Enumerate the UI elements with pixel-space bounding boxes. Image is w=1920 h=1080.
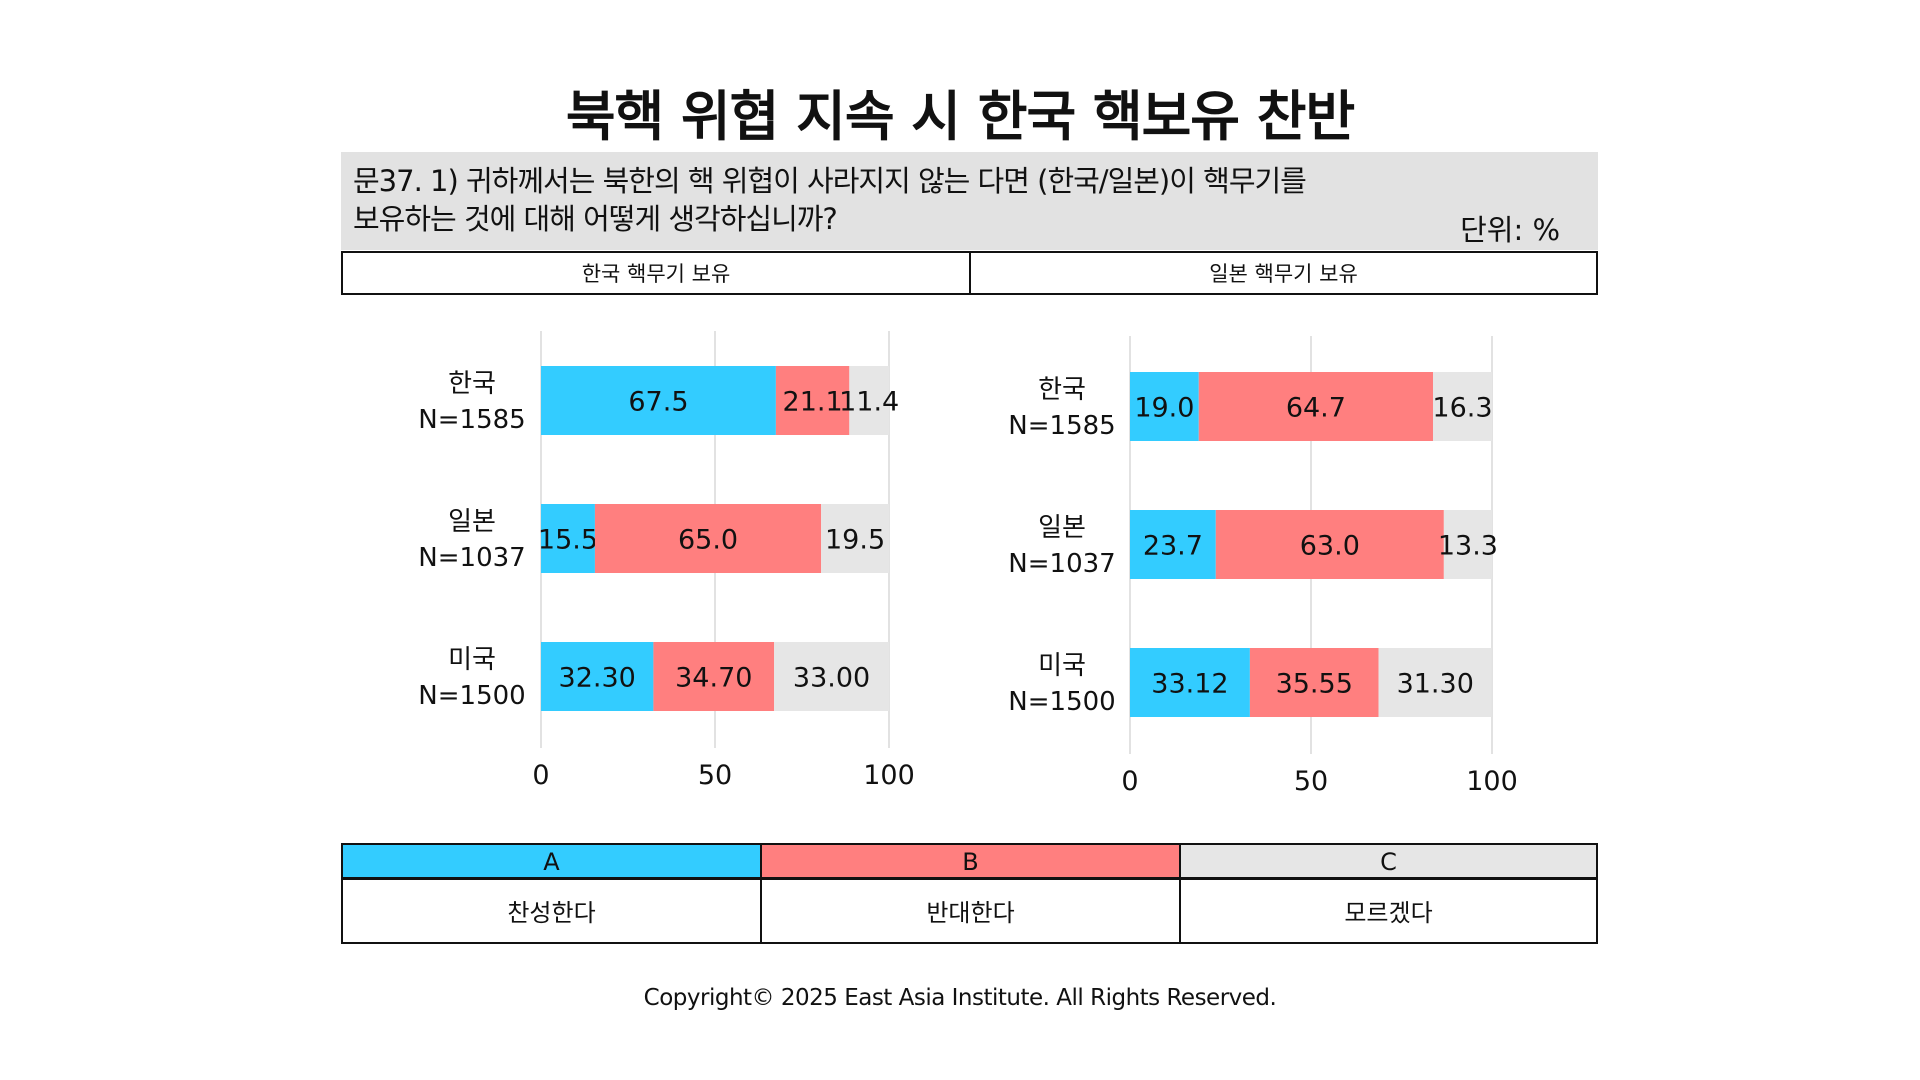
bar-korea-일본-B xyxy=(594,504,822,573)
bar-korea-일본-A xyxy=(541,504,595,573)
bar-japan-한국-A xyxy=(1130,372,1199,441)
category-label-korea-미국: 미국 xyxy=(448,645,496,675)
legend-key-b: B xyxy=(760,843,1181,880)
data-label-japan-미국-B: 35.55 xyxy=(1276,669,1353,700)
bar-korea-미국-A xyxy=(541,642,654,711)
data-label-japan-미국-A: 33.12 xyxy=(1151,669,1228,700)
data-label-japan-미국-C: 31.30 xyxy=(1397,669,1474,700)
bar-japan-미국-B xyxy=(1249,648,1379,717)
bar-japan-미국-A xyxy=(1130,648,1250,717)
category-n-japan-한국: N=1585 xyxy=(1008,411,1115,441)
tick-label-korea-100: 100 xyxy=(863,760,915,791)
bar-japan-한국-C xyxy=(1432,372,1492,441)
category-n-japan-일본: N=1037 xyxy=(1008,549,1115,579)
bar-japan-일본-A xyxy=(1130,510,1216,579)
legend-key-a-text: A xyxy=(543,847,560,876)
data-label-korea-미국-A: 32.30 xyxy=(559,663,636,694)
category-n-korea-미국: N=1500 xyxy=(418,681,525,711)
legend-label-c: 모르겠다 xyxy=(1179,877,1598,944)
unit-label: 단위: % xyxy=(1460,213,1560,247)
data-label-korea-일본-B: 65.0 xyxy=(678,525,738,556)
data-label-japan-일본-C: 13.3 xyxy=(1438,531,1498,562)
legend-key-c-text: C xyxy=(1380,847,1397,876)
data-label-korea-한국-C: 11.4 xyxy=(839,387,899,418)
data-label-japan-한국-B: 64.7 xyxy=(1286,393,1346,424)
bar-japan-한국-B xyxy=(1198,372,1433,441)
data-label-japan-한국-C: 16.3 xyxy=(1432,393,1492,424)
question-line-2: 보유하는 것에 대해 어떻게 생각하십니까? xyxy=(353,202,838,236)
bar-korea-미국-C xyxy=(774,642,889,711)
copyright-notice: Copyright© 2025 East Asia Institute. All… xyxy=(643,985,1277,1011)
data-label-korea-일본-A: 15.5 xyxy=(538,525,598,556)
bar-korea-한국-B xyxy=(775,366,850,435)
data-label-korea-한국-A: 67.5 xyxy=(628,387,688,418)
legend-key-c: C xyxy=(1179,843,1598,880)
category-label-japan-미국: 미국 xyxy=(1038,651,1086,681)
tick-label-korea-50: 50 xyxy=(698,760,732,791)
category-label-korea-일본: 일본 xyxy=(448,507,496,537)
data-label-japan-한국-A: 19.0 xyxy=(1134,393,1194,424)
data-label-japan-일본-A: 23.7 xyxy=(1143,531,1203,562)
data-label-korea-미국-B: 34.70 xyxy=(675,663,752,694)
data-label-korea-미국-C: 33.00 xyxy=(793,663,870,694)
bar-japan-일본-B xyxy=(1215,510,1444,579)
tick-label-japan-100: 100 xyxy=(1466,766,1518,797)
legend-label-a: 찬성한다 xyxy=(341,877,762,944)
data-label-korea-한국-B: 21.1 xyxy=(783,387,843,418)
category-n-japan-미국: N=1500 xyxy=(1008,687,1115,717)
bar-korea-일본-C xyxy=(821,504,889,573)
question-line-1: 문37. 1) 귀하께서는 북한의 핵 위협이 사라지지 않는 다면 (한국/일… xyxy=(353,164,1307,198)
page-title: 북핵 위협 지속 시 한국 핵보유 찬반 xyxy=(565,85,1355,148)
category-label-korea-한국: 한국 xyxy=(448,369,496,399)
data-label-korea-일본-C: 19.5 xyxy=(825,525,885,556)
bar-japan-일본-C xyxy=(1443,510,1492,579)
tick-label-japan-50: 50 xyxy=(1294,766,1328,797)
bar-korea-한국-A xyxy=(541,366,776,435)
category-label-japan-일본: 일본 xyxy=(1038,513,1086,543)
tick-label-japan-0: 0 xyxy=(1121,766,1138,797)
question-box: 문37. 1) 귀하께서는 북한의 핵 위협이 사라지지 않는 다면 (한국/일… xyxy=(341,152,1598,250)
legend-key-a: A xyxy=(341,843,762,880)
panel-header-japan: 일본 핵무기 보유 xyxy=(969,251,1598,295)
question-text: 문37. 1) 귀하께서는 북한의 핵 위협이 사라지지 않는 다면 (한국/일… xyxy=(353,162,1353,238)
panel-header-korea: 한국 핵무기 보유 xyxy=(341,251,971,295)
bar-japan-미국-C xyxy=(1378,648,1492,717)
category-label-japan-한국: 한국 xyxy=(1038,375,1086,405)
data-label-japan-일본-B: 63.0 xyxy=(1300,531,1360,562)
legend-label-b: 반대한다 xyxy=(760,877,1181,944)
bar-korea-미국-B xyxy=(653,642,775,711)
legend-key-b-text: B xyxy=(962,847,979,876)
category-n-korea-일본: N=1037 xyxy=(418,543,525,573)
bar-korea-한국-C xyxy=(849,366,889,435)
tick-label-korea-0: 0 xyxy=(532,760,549,791)
category-n-korea-한국: N=1585 xyxy=(418,405,525,435)
